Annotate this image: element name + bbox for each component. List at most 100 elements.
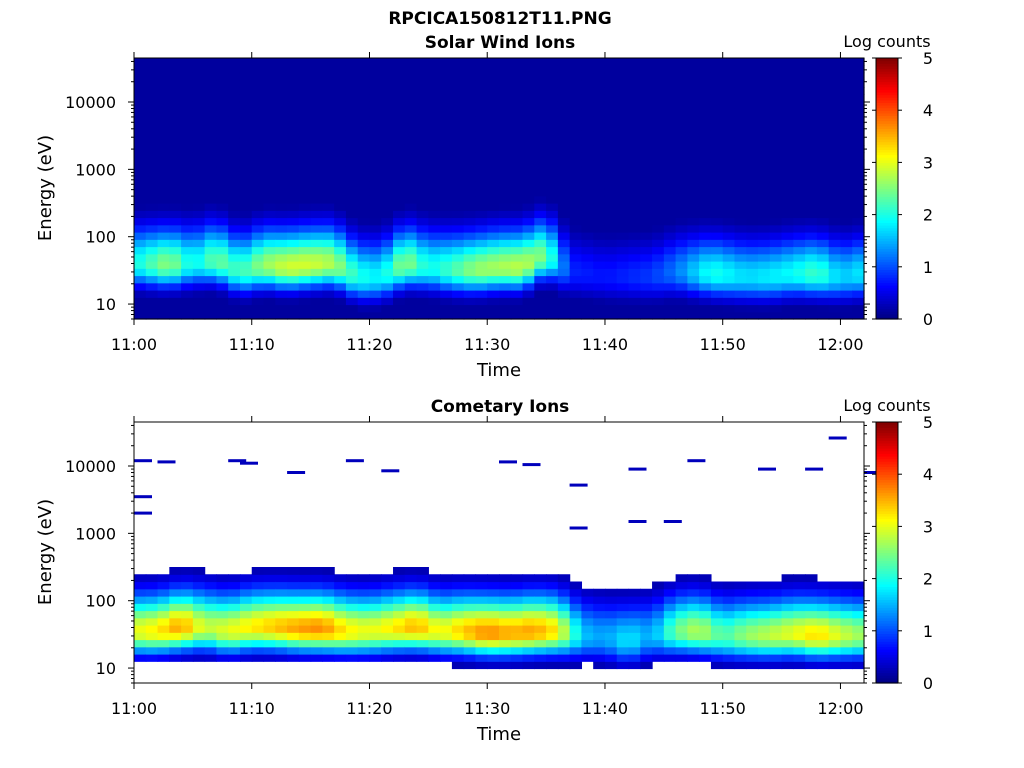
heatmap-cell xyxy=(369,108,382,117)
heatmap-cell xyxy=(628,152,641,161)
heatmap-cell xyxy=(569,87,583,95)
heatmap-cell xyxy=(475,581,488,590)
heatmap-cell xyxy=(675,159,688,168)
heatmap-cell xyxy=(463,195,477,204)
heatmap-cell xyxy=(557,181,571,190)
heatmap-cell xyxy=(510,72,524,81)
heatmap-cell xyxy=(569,661,583,670)
heatmap-cell xyxy=(334,632,347,641)
heatmap-cell xyxy=(781,137,794,146)
heatmap-cell xyxy=(557,304,571,313)
heatmap-cell xyxy=(616,246,630,255)
heatmap-cell xyxy=(593,123,606,132)
heatmap-cell xyxy=(640,654,653,662)
heatmap-cell xyxy=(404,137,418,146)
heatmap-cell xyxy=(569,232,583,240)
heatmap-cell xyxy=(404,166,418,175)
heatmap-cell xyxy=(322,261,335,269)
heatmap-cell xyxy=(769,261,783,269)
heatmap-cell xyxy=(357,588,371,597)
y-tick-label: 100 xyxy=(85,592,116,611)
solar-wind-ylabel: Energy (eV) xyxy=(35,135,56,241)
heatmap-cell xyxy=(604,137,618,146)
heatmap-cell xyxy=(581,646,594,655)
heatmap-cell xyxy=(687,610,700,619)
heatmap-cell xyxy=(228,304,241,313)
heatmap-cell xyxy=(581,603,594,612)
heatmap-cell xyxy=(216,239,229,248)
heatmap-cell xyxy=(569,224,583,233)
heatmap-cell xyxy=(828,72,842,81)
heatmap-cell xyxy=(440,282,453,291)
heatmap-cell xyxy=(428,166,441,175)
heatmap-cell xyxy=(640,639,653,648)
heatmap-cell xyxy=(722,617,736,626)
heatmap-cell xyxy=(581,152,594,161)
heatmap-cell xyxy=(569,290,583,298)
heatmap-cell xyxy=(652,166,665,175)
heatmap-cell xyxy=(852,116,865,124)
heatmap-cell xyxy=(581,116,594,124)
heatmap-cell xyxy=(357,210,371,219)
heatmap-cell xyxy=(381,632,394,641)
heatmap-cell xyxy=(169,79,182,88)
heatmap-cell xyxy=(428,596,441,604)
event-marker xyxy=(864,471,882,474)
heatmap-cell xyxy=(734,145,747,153)
heatmap-cell xyxy=(546,581,559,590)
heatmap-cell xyxy=(228,639,241,648)
heatmap-cell xyxy=(134,79,147,88)
heatmap-cell xyxy=(581,596,594,604)
heatmap-cell xyxy=(522,94,535,103)
heatmap-cell xyxy=(169,137,182,146)
heatmap-cell xyxy=(334,217,347,226)
heatmap-cell xyxy=(675,210,688,219)
heatmap-cell xyxy=(557,65,571,74)
solar-wind-axis-ticks: 11:00 11:10 11:20 11:30 11:40 11:50 12:0010100… xyxy=(65,52,870,354)
heatmap-cell xyxy=(616,596,630,604)
heatmap-cell xyxy=(192,210,206,219)
heatmap-cell xyxy=(263,72,276,81)
heatmap-cell xyxy=(628,661,641,670)
heatmap-cell xyxy=(510,282,524,291)
heatmap-cell xyxy=(663,646,677,655)
x-tick-label: 11:10 xyxy=(229,699,275,718)
heatmap-cell xyxy=(652,137,665,146)
heatmap-cell xyxy=(781,617,794,626)
heatmap-cell xyxy=(357,195,371,204)
heatmap-cell xyxy=(663,282,677,291)
heatmap-cell xyxy=(487,94,500,103)
heatmap-cell xyxy=(699,617,712,626)
heatmap-cell xyxy=(816,224,830,233)
heatmap-cell xyxy=(758,596,771,604)
colorbar-swatch xyxy=(876,617,898,621)
heatmap-cell xyxy=(251,188,265,197)
y-tick-label: 1000 xyxy=(75,160,116,179)
heatmap-cell xyxy=(499,661,512,670)
heatmap-cell xyxy=(192,304,206,313)
heatmap-cell xyxy=(734,290,747,298)
heatmap-cell xyxy=(381,639,394,648)
heatmap-cell xyxy=(816,581,830,590)
heatmap-cell xyxy=(710,203,724,211)
heatmap-cell xyxy=(557,275,571,284)
heatmap-cell xyxy=(381,253,394,262)
heatmap-cell xyxy=(710,87,724,95)
heatmap-cell xyxy=(510,58,524,66)
heatmap-cell xyxy=(487,574,500,583)
heatmap-cell xyxy=(134,610,147,619)
heatmap-cell xyxy=(440,94,453,103)
colorbar-swatch xyxy=(876,201,898,205)
colorbar-swatch xyxy=(876,573,898,577)
colorbar-swatch xyxy=(876,316,898,320)
heatmap-cell xyxy=(722,596,736,604)
heatmap-cell xyxy=(852,101,865,110)
colorbar-tick-label: 3 xyxy=(923,153,933,172)
heatmap-cell xyxy=(428,581,441,590)
heatmap-cell xyxy=(181,239,194,248)
heatmap-cell xyxy=(581,311,594,320)
heatmap-cell xyxy=(652,654,665,662)
heatmap-cell xyxy=(404,588,418,597)
heatmap-cell xyxy=(652,639,665,648)
heatmap-cell xyxy=(510,101,524,110)
